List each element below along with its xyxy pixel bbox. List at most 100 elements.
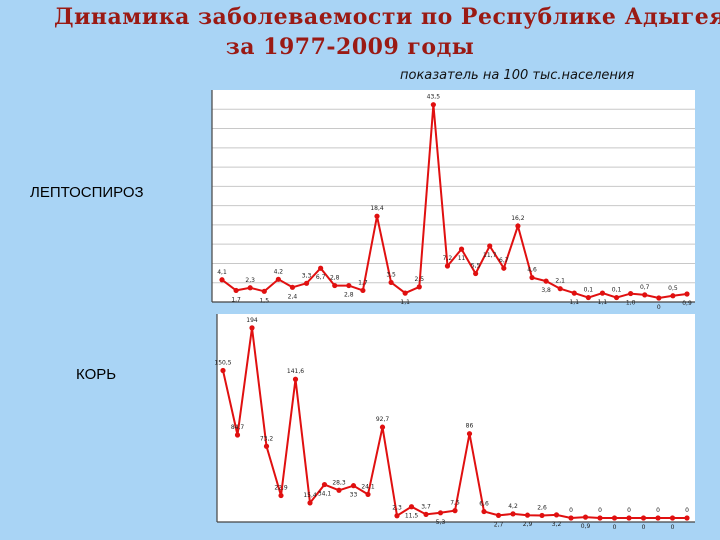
leptospirosis-data-label: 4,6 xyxy=(527,267,537,274)
leptospirosis-data-point xyxy=(233,287,239,294)
leptospirosis-data-label: 1,0 xyxy=(626,300,636,307)
measles-data-point xyxy=(611,515,618,521)
leptospirosis-data-label: 0,1 xyxy=(584,287,594,294)
leptospirosis-data-label: 3,3 xyxy=(302,272,312,279)
measles-data-point xyxy=(423,511,429,517)
leptospirosis-data-point xyxy=(585,294,591,301)
leptospirosis-data-label: 4,1 xyxy=(217,269,227,276)
measles-data-label: 0 xyxy=(569,507,573,514)
leptospirosis-series-line xyxy=(221,104,688,300)
leptospirosis-data-label: 0,7 xyxy=(640,284,650,291)
measles-data-label: 0 xyxy=(671,524,675,531)
leptospirosis-data-point xyxy=(261,288,267,294)
measles-data-point xyxy=(466,431,473,437)
measles-data-point xyxy=(626,515,632,521)
leptospirosis-data-point xyxy=(444,263,451,269)
leptospirosis-data-label: 1,1 xyxy=(569,299,579,306)
measles-data-label: 0 xyxy=(598,507,602,514)
measles-data-label: 3,2 xyxy=(552,521,562,528)
leptospirosis-data-point xyxy=(571,290,577,296)
measles-data-label: 28,3 xyxy=(332,479,346,486)
leptospirosis-data-point xyxy=(529,274,535,281)
measles-data-label: 84,7 xyxy=(231,424,245,431)
leptospirosis-data-label: 1,1 xyxy=(598,299,608,306)
measles-data-point xyxy=(568,515,574,521)
leptospirosis-data-label: 6,7 xyxy=(316,274,326,281)
leptospirosis-data-point xyxy=(402,290,408,296)
leptospirosis-data-point xyxy=(501,265,507,271)
leptospirosis-data-point xyxy=(487,243,493,249)
measles-data-label: 3,7 xyxy=(421,503,431,510)
measles-data-point xyxy=(582,514,589,520)
leptospirosis-data-label: 11 xyxy=(458,255,466,262)
leptospirosis-data-label: 0,9 xyxy=(682,300,692,307)
leptospirosis-data-label: 7,2 xyxy=(443,255,453,262)
measles-data-point xyxy=(655,515,661,521)
measles-data-point xyxy=(495,512,502,518)
measles-data-label: 150,5 xyxy=(214,360,231,367)
leptospirosis-data-label: 3,8 xyxy=(541,287,551,294)
measles-data-point xyxy=(553,512,560,518)
leptospirosis-data-label: 1,5 xyxy=(259,297,269,304)
measles-data-point xyxy=(640,515,647,521)
leptospirosis-data-point xyxy=(416,284,422,290)
measles-data-point xyxy=(336,487,342,493)
measles-data-point xyxy=(481,508,487,515)
leptospirosis-data-point xyxy=(656,295,662,301)
chart-title-line1: Динамика заболеваемости по Республике Ад… xyxy=(54,4,720,30)
leptospirosis-data-point xyxy=(684,291,690,297)
measles-data-label: 0 xyxy=(613,524,617,531)
measles-data-point xyxy=(539,512,545,519)
leptospirosis-data-point xyxy=(318,265,324,271)
leptospirosis-data-label: 2,8 xyxy=(344,292,354,299)
leptospirosis-data-point xyxy=(289,284,296,290)
measles-data-point xyxy=(437,510,444,516)
measles-data-point xyxy=(292,376,299,382)
chart-subtitle: показатель на 100 тыс.населения xyxy=(400,68,635,83)
measles-data-label: 0 xyxy=(642,524,646,531)
measles-data-point xyxy=(408,504,415,510)
measles-data-label: 4,2 xyxy=(508,503,518,510)
leptospirosis-data-label: 43,5 xyxy=(427,94,441,101)
measles-data-point xyxy=(278,492,284,499)
leptospirosis-data-point xyxy=(346,282,352,289)
measles-data-point xyxy=(669,515,676,521)
leptospirosis-data-point xyxy=(360,287,366,294)
measles-data-label: 0,9 xyxy=(581,523,591,530)
leptospirosis-data-point xyxy=(628,290,634,297)
measles-data-label: 86 xyxy=(466,423,474,430)
measles-data-point xyxy=(597,515,603,521)
measles-data-label: 2,6 xyxy=(537,504,547,511)
measles-data-label: 194 xyxy=(246,317,258,324)
measles-data-label: 2,7 xyxy=(494,521,504,528)
leptospirosis-data-point xyxy=(430,102,436,108)
measles-data-point xyxy=(307,500,313,506)
measles-data-label: 2,3 xyxy=(392,505,402,512)
leptospirosis-data-point xyxy=(458,246,465,252)
measles-data-label: 24,1 xyxy=(361,483,375,490)
leptospirosis-data-label: 0,5 xyxy=(668,285,678,292)
measles-data-label: 0 xyxy=(685,507,689,514)
leptospirosis-plot-area xyxy=(212,90,695,302)
measles-data-label: 141,6 xyxy=(287,368,304,375)
leptospirosis-data-label: 3,5 xyxy=(386,271,396,278)
leptospirosis-data-point xyxy=(275,276,281,282)
leptospirosis-data-label: 2,5 xyxy=(414,276,424,283)
measles-data-point xyxy=(684,515,690,521)
measles-data-point xyxy=(350,483,357,489)
leptospirosis-data-label: 4,2 xyxy=(274,268,284,275)
leptospirosis-data-label: 2,1 xyxy=(555,278,565,285)
leptospirosis-data-label: 11,7 xyxy=(483,252,497,259)
measles-data-point xyxy=(365,491,371,497)
leptospirosis-data-label: 18,4 xyxy=(370,205,384,212)
leptospirosis-data-point xyxy=(670,293,676,299)
measles-data-point xyxy=(263,443,270,449)
leptospirosis-data-label: 1,1 xyxy=(400,299,410,306)
leptospirosis-data-label: 2,4 xyxy=(288,293,298,300)
measles-label: КОРЬ xyxy=(76,366,117,383)
leptospirosis-data-label: 1,7 xyxy=(358,279,368,286)
measles-data-label: 22,9 xyxy=(274,485,288,492)
measles-data-point xyxy=(394,513,400,519)
measles-data-label: 33 xyxy=(350,492,358,499)
